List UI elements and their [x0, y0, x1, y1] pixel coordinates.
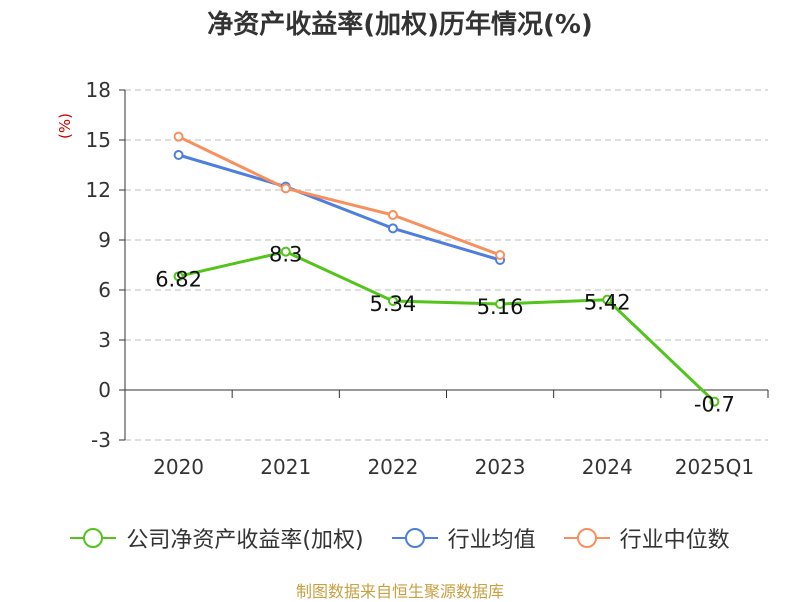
data-label: 5.16 — [477, 295, 524, 319]
data-label: 5.34 — [370, 292, 417, 316]
data-point — [495, 299, 506, 309]
series-line — [178, 250, 716, 403]
data-label: -0.7 — [694, 393, 735, 417]
y-tick-label: -3 — [91, 428, 111, 452]
y-tick-label: 15 — [86, 128, 111, 152]
data-point — [173, 131, 184, 142]
series-line — [177, 135, 501, 257]
legend-marker-icon — [391, 528, 438, 548]
series-lines — [177, 135, 716, 403]
x-tick-label: 2021 — [260, 455, 311, 479]
data-point — [709, 396, 720, 407]
data-labels: 6.82 8.3 5.34 5.16 5.42 -0.7 — [155, 243, 735, 417]
axes: -3 0 3 6 9 12 15 18 2020 2021 2022 2023 2024 2025Q1 — [86, 78, 769, 479]
data-point — [602, 294, 613, 305]
x-tick-label: 2023 — [475, 455, 526, 479]
legend-label: 行业均值 — [447, 528, 536, 553]
data-label: 6.82 — [155, 267, 202, 291]
legend-item-industry-mean[interactable]: 行业均值 — [391, 522, 536, 554]
data-point — [173, 271, 184, 282]
series-line — [178, 153, 501, 262]
data-point — [495, 250, 506, 260]
y-tick-label: 12 — [86, 178, 111, 202]
data-point — [387, 223, 398, 234]
y-tick-label: 18 — [86, 78, 111, 102]
series-points — [173, 131, 720, 407]
legend-marker-icon — [70, 528, 117, 548]
x-tick-label: 2020 — [153, 455, 204, 479]
legend-label: 行业中位数 — [619, 528, 730, 553]
legend-item-company-roe[interactable]: 公司净资产收益率(加权) — [70, 522, 364, 554]
legend-item-industry-median[interactable]: 行业中位数 — [563, 522, 730, 554]
y-axis-label: (%) — [56, 113, 74, 139]
data-point — [173, 150, 184, 160]
data-point — [280, 183, 291, 194]
x-tick-label: 2022 — [367, 455, 418, 479]
y-tick-label: 0 — [98, 378, 111, 402]
y-tick-label: 3 — [98, 328, 111, 352]
data-point — [387, 210, 398, 220]
legend-marker-icon — [563, 528, 610, 548]
chart-title: 净资产收益率(加权)历年情况(%) — [207, 10, 593, 40]
y-tick-label: 6 — [98, 278, 111, 302]
legend: 公司净资产收益率(加权) 行业均值 行业中位数 — [0, 518, 800, 558]
data-label: 5.42 — [584, 291, 631, 315]
x-tick-label: 2024 — [582, 455, 633, 479]
source-note: 制图数据来自恒生聚源数据库 — [295, 582, 504, 601]
data-label: 8.3 — [269, 243, 302, 267]
y-tick-label: 9 — [98, 228, 111, 252]
data-point — [387, 296, 398, 306]
legend-label: 公司净资产收益率(加权) — [126, 528, 364, 553]
x-tick-label: 2025Q1 — [675, 455, 754, 479]
data-point — [280, 246, 291, 257]
